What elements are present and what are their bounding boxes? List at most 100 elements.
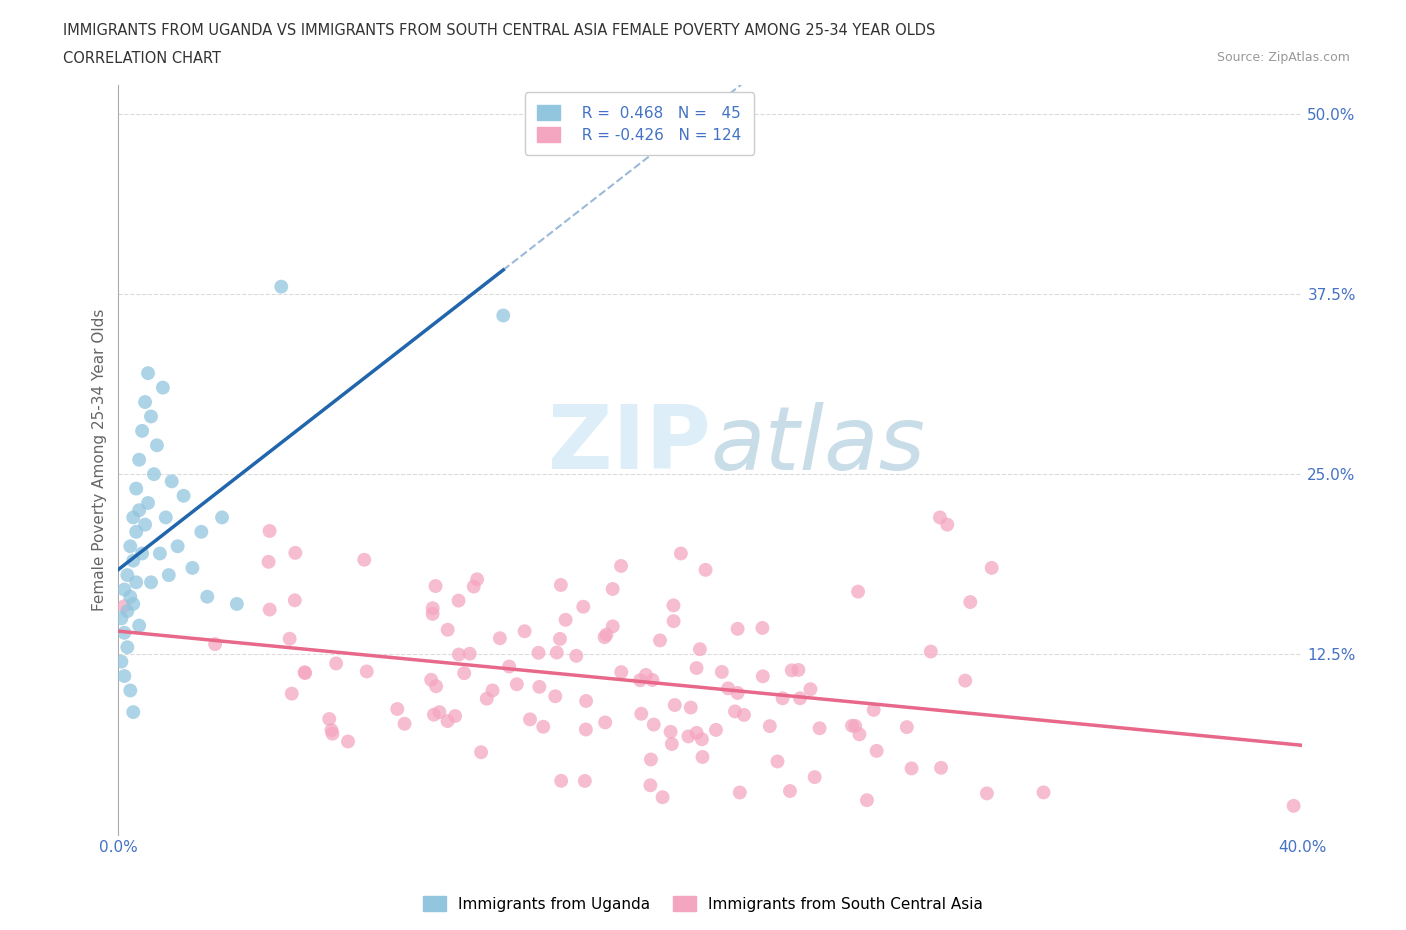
- Point: [662, 598, 685, 613]
- Point: [125, 575, 148, 590]
- Point: [353, 552, 375, 567]
- Point: [531, 719, 554, 734]
- Point: [325, 656, 347, 671]
- Point: [284, 593, 307, 608]
- Point: [134, 394, 156, 409]
- Point: [131, 423, 153, 438]
- Point: [110, 654, 132, 669]
- Point: [689, 642, 711, 657]
- Point: [787, 662, 810, 677]
- Point: [920, 644, 942, 659]
- Point: [294, 666, 316, 681]
- Point: [704, 723, 727, 737]
- Point: [117, 567, 139, 582]
- Point: [662, 614, 685, 629]
- Point: [527, 645, 550, 660]
- Point: [628, 672, 651, 687]
- Point: [565, 648, 588, 663]
- Legend:   R =  0.468   N =   45,   R = -0.426   N = 124: R = 0.468 N = 45, R = -0.426 N = 124: [524, 92, 754, 155]
- Point: [772, 691, 794, 706]
- Point: [799, 682, 821, 697]
- Point: [284, 545, 307, 560]
- Point: [506, 677, 529, 692]
- Point: [808, 721, 831, 736]
- Point: [710, 664, 733, 679]
- Point: [489, 631, 512, 645]
- Point: [856, 792, 879, 807]
- Point: [602, 581, 624, 596]
- Point: [356, 664, 378, 679]
- Point: [548, 631, 571, 646]
- Point: [678, 729, 700, 744]
- Point: [447, 647, 470, 662]
- Point: [728, 785, 751, 800]
- Point: [630, 707, 652, 722]
- Point: [128, 503, 150, 518]
- Point: [936, 517, 959, 532]
- Point: [112, 625, 135, 640]
- Point: [862, 702, 884, 717]
- Point: [1282, 799, 1305, 814]
- Point: [513, 624, 536, 639]
- Point: [727, 685, 749, 700]
- Point: [122, 510, 145, 525]
- Point: [685, 660, 707, 675]
- Point: [766, 754, 789, 769]
- Point: [436, 622, 458, 637]
- Point: [394, 716, 416, 731]
- Point: [610, 559, 633, 574]
- Point: [780, 663, 803, 678]
- Point: [634, 668, 657, 683]
- Point: [281, 686, 304, 701]
- Point: [458, 646, 481, 661]
- Point: [717, 681, 740, 696]
- Point: [648, 633, 671, 648]
- Point: [225, 596, 247, 611]
- Point: [789, 691, 811, 706]
- Point: [640, 752, 662, 767]
- Point: [498, 659, 520, 674]
- Point: [120, 683, 142, 698]
- Y-axis label: Female Poverty Among 25-34 Year Olds: Female Poverty Among 25-34 Year Olds: [93, 309, 107, 611]
- Point: [420, 672, 443, 687]
- Point: [195, 590, 218, 604]
- Point: [190, 525, 212, 539]
- Point: [134, 517, 156, 532]
- Point: [595, 627, 617, 642]
- Point: [152, 380, 174, 395]
- Text: atlas: atlas: [710, 402, 925, 487]
- Point: [321, 726, 343, 741]
- Point: [574, 774, 596, 789]
- Point: [980, 561, 1002, 576]
- Point: [211, 510, 233, 525]
- Point: [122, 553, 145, 568]
- Point: [465, 572, 488, 587]
- Point: [550, 774, 572, 789]
- Point: [112, 599, 135, 614]
- Point: [593, 715, 616, 730]
- Point: [136, 496, 159, 511]
- Point: [641, 672, 664, 687]
- Point: [278, 631, 301, 646]
- Point: [122, 705, 145, 720]
- Point: [664, 698, 686, 712]
- Text: IMMIGRANTS FROM UGANDA VS IMMIGRANTS FROM SOUTH CENTRAL ASIA FEMALE POVERTY AMON: IMMIGRANTS FROM UGANDA VS IMMIGRANTS FRO…: [63, 23, 935, 38]
- Point: [492, 308, 515, 323]
- Point: [929, 761, 952, 776]
- Point: [463, 579, 485, 594]
- Point: [112, 669, 135, 684]
- Point: [423, 707, 446, 722]
- Point: [131, 546, 153, 561]
- Point: [149, 546, 172, 561]
- Point: [544, 689, 567, 704]
- Point: [422, 606, 444, 621]
- Point: [259, 524, 281, 538]
- Point: [294, 665, 316, 680]
- Point: [546, 645, 568, 660]
- Point: [136, 365, 159, 380]
- Point: [321, 723, 343, 737]
- Point: [444, 709, 467, 724]
- Point: [157, 567, 180, 582]
- Point: [900, 761, 922, 776]
- Point: [759, 719, 782, 734]
